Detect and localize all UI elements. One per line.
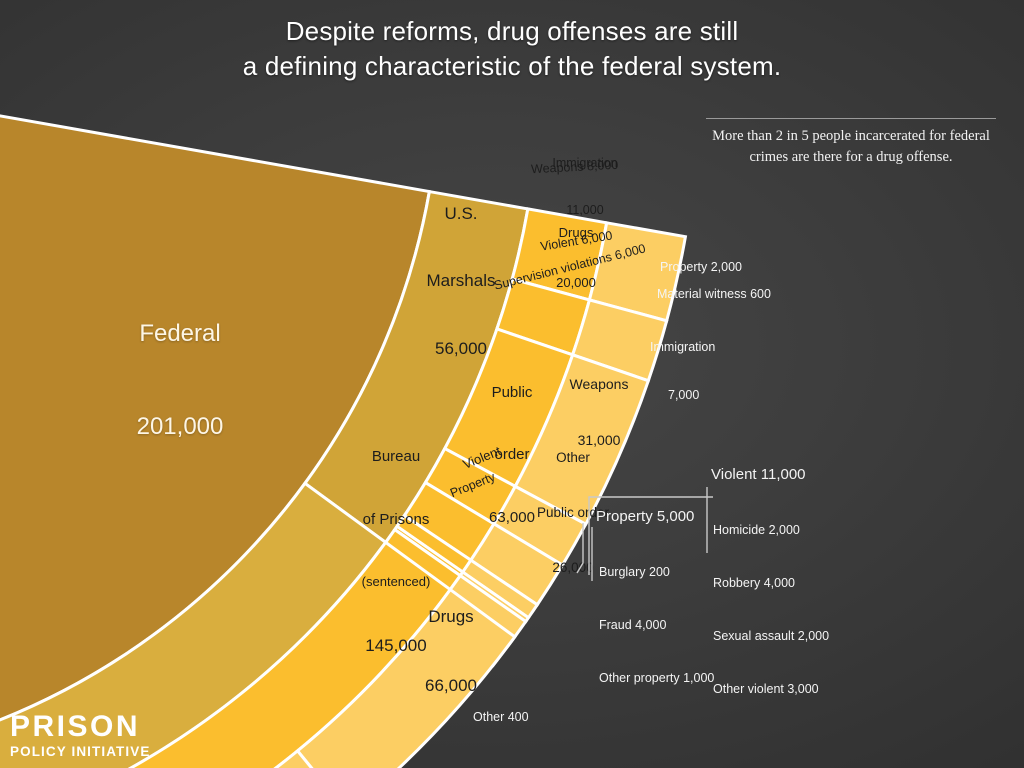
m-immigration-value: 11,000 — [566, 203, 604, 218]
callout-bracket-violent — [706, 487, 708, 553]
arc-other-public-order — [273, 748, 314, 768]
m-immigration-name: Immigration — [552, 156, 618, 171]
b-public-order-2: order — [494, 446, 530, 464]
callout-bracket-property — [591, 527, 593, 581]
subtitle: More than 2 in 5 people incarcerated for… — [700, 126, 1002, 167]
logo-prison-policy-initiative: PRISON POLICY INITIATIVE — [10, 712, 150, 759]
callout-other-violent: Other violent 3,000 — [713, 682, 819, 697]
callout-sexual-assault: Sexual assault 2,000 — [713, 629, 830, 643]
callout-bop-other: Other 400 — [473, 710, 529, 724]
callout-homicide: Homicide 2,000 — [713, 522, 800, 537]
bop-name-1: Bureau — [371, 447, 421, 465]
marshals-name-1: U.S. — [444, 203, 478, 223]
subtitle-line-1: More than 2 in 5 people incarcerated for — [712, 128, 947, 144]
callout-burglary: Burglary 200 — [599, 564, 670, 579]
segment-label-bop-public-order: Public order 63,000 — [480, 342, 544, 549]
b-public-order-value: 63,000 — [489, 508, 535, 526]
marshals-value: 56,000 — [435, 338, 487, 358]
bop-name-3: (sentenced) — [361, 574, 431, 590]
federal-name: Federal — [139, 320, 221, 348]
segment-label-us-marshals: U.S. Marshals 56,000 — [408, 158, 514, 382]
title-line-1: Despite reforms, drug offenses are still — [285, 16, 739, 46]
segment-label-bop-drugs: Drugs 66,000 — [396, 560, 506, 721]
b-drugs-name: Drugs — [428, 606, 474, 626]
callout-fraud: Fraud 4,000 — [599, 617, 667, 632]
b-other-po-2: Public order — [536, 504, 610, 520]
callout-property-heading: Property 5,000 — [596, 508, 695, 525]
federal-value: 201,000 — [136, 412, 224, 440]
callout-violent-items: Homicide 2,000 Robbery 4,000 Sexual assa… — [713, 486, 829, 717]
callout-property-items: Burglary 200 Fraud 4,000 Other property … — [599, 528, 714, 706]
b-drugs-value: 66,000 — [425, 675, 477, 695]
segment-label-bop-weapons: Weapons 31,000 — [560, 337, 638, 469]
segment-label-bureau-of-prisons: Bureau of Prisons (sentenced) 145,000 — [334, 403, 458, 680]
callout-other-property: Other property 1,000 — [599, 671, 715, 685]
segment-label-bop-other-public-order: Other Public order 26,000 — [528, 412, 618, 596]
segment-label-federal: Federal 201,000 — [100, 258, 260, 473]
logo-line-1: PRISON — [10, 710, 141, 743]
b-weapons-name: Weapons — [569, 375, 629, 392]
callout-brackets — [576, 496, 713, 575]
title-line-2: a defining characteristic of the federal… — [242, 50, 782, 81]
bop-name-2: of Prisons — [362, 511, 430, 529]
callout-marshals-immigration2: Immigration 7,000 — [650, 306, 715, 420]
segment-label-marshals-immigration: Immigration 11,000 — [525, 125, 645, 234]
m-drugs-value: 20,000 — [556, 275, 596, 291]
page-title: Despite reforms, drug offenses are still… — [0, 14, 1024, 83]
subtitle-line-2: federal crimes are there for a drug offe… — [749, 128, 990, 165]
callout-marshals-material-witness: Material witness 600 — [657, 287, 771, 301]
bop-value: 145,000 — [365, 636, 427, 656]
b-other-po-1: Other — [556, 449, 590, 465]
callout-robbery: Robbery 4,000 — [713, 575, 796, 590]
callout-violent-heading: Violent 11,000 — [711, 466, 806, 483]
m-immigration2-value: 7,000 — [668, 388, 700, 403]
logo-line-2: POLICY INITIATIVE — [10, 744, 151, 759]
m-drugs-name: Drugs — [558, 224, 594, 240]
callout-marshals-property: Property 2,000 — [660, 260, 742, 274]
subtitle-divider — [706, 118, 996, 119]
b-public-order-1: Public — [491, 384, 533, 402]
marshals-name-2: Marshals — [426, 271, 496, 291]
m-immigration2-name: Immigration — [650, 339, 716, 354]
segment-label-marshals-drugs: Drugs 20,000 — [528, 191, 624, 309]
b-weapons-value: 31,000 — [577, 432, 621, 449]
